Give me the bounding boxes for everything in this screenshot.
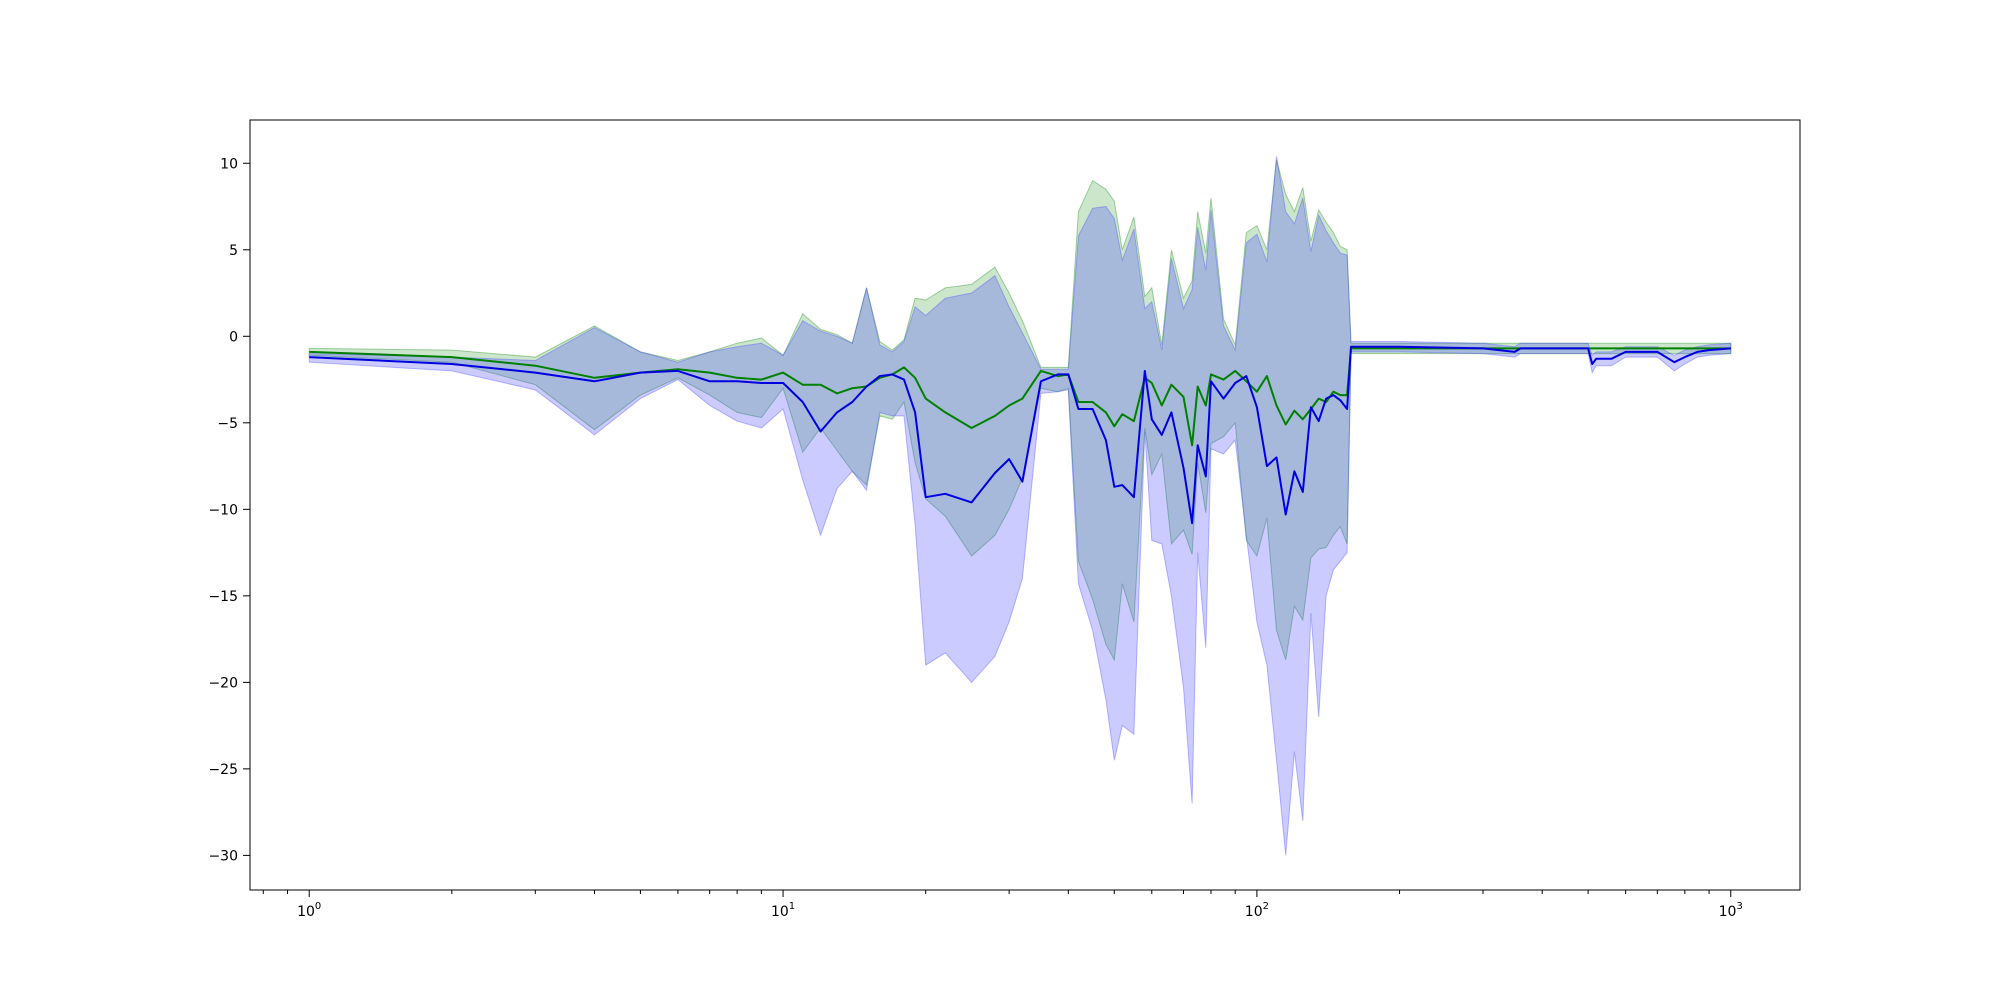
plot-frame	[249, 119, 1801, 891]
series-1-line	[309, 347, 1731, 447]
y-axis: 10 5 0 −5 −10 −15 −20 −25 −30	[208, 156, 250, 864]
y-tick-label: −25	[208, 762, 238, 778]
confidence-bands	[308, 156, 1732, 856]
y-tick-label: −10	[208, 502, 238, 518]
y-tick-label: −15	[208, 589, 238, 605]
x-tick-label: 100	[297, 901, 321, 920]
x-axis: 100 101 102 103	[262, 890, 1743, 920]
y-tick-label: 0	[229, 329, 238, 345]
x-tick-label: 101	[771, 901, 795, 920]
y-tick-label: 10	[220, 156, 238, 172]
series-2-band	[308, 156, 1732, 856]
series-lines	[309, 345, 1731, 525]
x-tick-label: 103	[1719, 901, 1743, 920]
y-tick-label: −5	[217, 416, 238, 432]
y-tick-label: −20	[208, 675, 238, 691]
y-tick-label: 5	[229, 243, 238, 259]
series-2-line	[309, 345, 1731, 525]
y-tick-label: −30	[208, 848, 238, 864]
x-tick-label: 102	[1245, 901, 1269, 920]
